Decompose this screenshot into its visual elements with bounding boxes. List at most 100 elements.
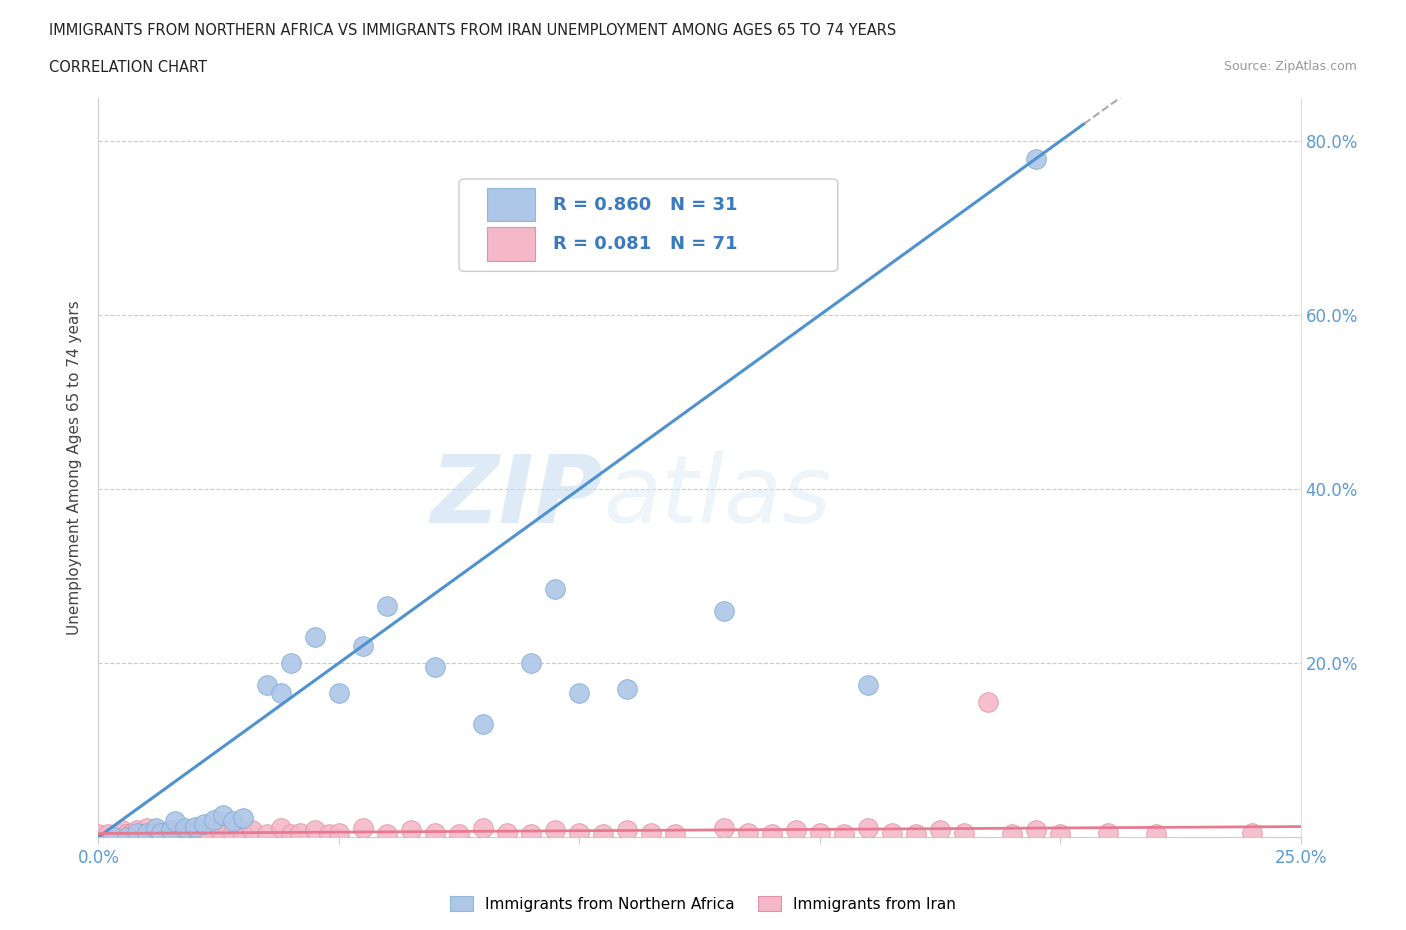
FancyBboxPatch shape [458,179,838,272]
Point [280,827,302,842]
Point [544,823,567,838]
Point [423,660,446,675]
Point [222,825,245,840]
Point [208,823,231,838]
Point [270,686,292,701]
Point [135,825,157,840]
Text: ZIP: ZIP [430,451,603,543]
Point [318,827,340,842]
Point [159,830,181,844]
Point [496,825,519,840]
Text: atlas: atlas [603,451,831,542]
Point [808,825,831,840]
Point [880,825,903,840]
Point [149,827,172,842]
Point [1025,151,1047,166]
Point [183,819,205,834]
Point [202,812,225,827]
FancyBboxPatch shape [486,228,534,260]
Point [141,827,163,842]
Point [179,823,201,838]
Point [953,825,976,840]
Point [145,823,167,838]
Point [101,830,124,844]
Point [472,821,495,836]
Point [856,821,879,836]
Point [1049,827,1071,842]
Point [328,825,350,840]
Point [544,581,567,596]
Point [1097,825,1119,840]
Point [256,677,278,692]
Point [212,808,235,823]
Text: R = 0.860   N = 31: R = 0.860 N = 31 [553,196,737,214]
Point [155,825,177,840]
Point [125,825,148,840]
Point [232,810,254,825]
Point [159,823,181,838]
Point [280,656,302,671]
Point [125,830,148,844]
Point [399,823,422,838]
Point [193,825,215,840]
Point [713,821,735,836]
Point [785,823,807,838]
Point [97,827,120,842]
Point [131,827,153,842]
Point [240,823,263,838]
Point [149,825,172,840]
Point [616,823,638,838]
Point [165,827,187,842]
Point [256,827,278,842]
Point [111,827,134,842]
Point [117,830,139,844]
Point [222,814,245,829]
Point [904,827,927,842]
Point [375,827,398,842]
Point [1001,827,1024,842]
Point [856,677,879,692]
Point [101,830,124,844]
Point [352,821,374,836]
Point [592,827,614,842]
Point [183,821,205,836]
Point [169,825,191,840]
Point [568,686,591,701]
Text: CORRELATION CHART: CORRELATION CHART [49,60,207,75]
Point [423,825,446,840]
Point [520,656,543,671]
Point [1144,827,1167,842]
Point [472,716,495,731]
Y-axis label: Unemployment Among Ages 65 to 74 years: Unemployment Among Ages 65 to 74 years [67,300,83,634]
Point [761,827,783,842]
Point [640,825,662,840]
Point [328,686,350,701]
Point [87,827,110,842]
Point [928,823,950,838]
Point [375,599,398,614]
Point [135,821,157,836]
Point [125,823,148,838]
Point [977,695,1000,710]
Point [232,827,254,842]
Point [304,630,326,644]
Point [520,827,543,842]
Point [1025,823,1047,838]
Point [117,827,139,842]
Point [447,827,470,842]
Point [270,821,292,836]
Point [212,827,235,842]
Text: R = 0.081   N = 71: R = 0.081 N = 71 [553,235,737,253]
Point [145,821,167,836]
Point [107,825,129,840]
Point [111,823,134,838]
Point [174,827,197,842]
Point [198,827,221,842]
Legend: Immigrants from Northern Africa, Immigrants from Iran: Immigrants from Northern Africa, Immigra… [444,889,962,918]
Point [193,817,215,831]
Point [568,825,591,840]
Point [135,825,157,840]
Point [121,825,143,840]
Point [165,814,187,829]
Point [174,821,197,836]
